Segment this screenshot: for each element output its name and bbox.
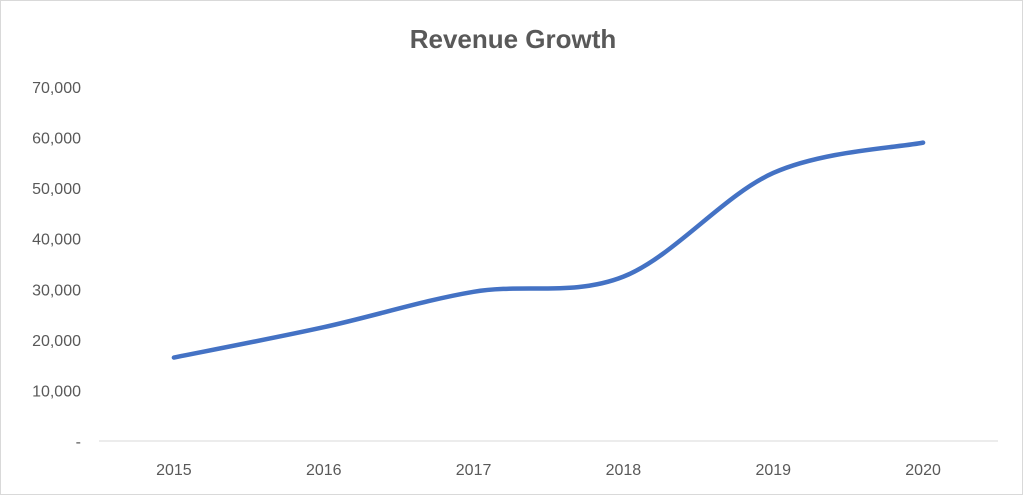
y-tick-label: - xyxy=(76,434,81,451)
y-tick-label: 20,000 xyxy=(32,333,81,350)
y-tick-label: 70,000 xyxy=(32,80,81,97)
x-tick-label: 2018 xyxy=(606,462,642,479)
y-tick-label: 50,000 xyxy=(32,181,81,198)
data-point xyxy=(771,171,775,175)
x-tick-label: 2020 xyxy=(905,462,941,479)
y-tick-label: 40,000 xyxy=(32,232,81,249)
revenue-line xyxy=(171,140,926,360)
data-point xyxy=(172,356,176,360)
chart-title: Revenue Growth xyxy=(410,24,617,54)
data-point xyxy=(472,290,476,294)
data-point xyxy=(322,325,326,329)
y-tick-label: 30,000 xyxy=(32,282,81,299)
data-point xyxy=(921,141,925,145)
x-tick-label: 2017 xyxy=(456,462,492,479)
y-tick-label: 60,000 xyxy=(32,131,81,148)
y-axis-tick-labels: - 10,000 20,000 30,000 40,000 50,000 60,000 70,… xyxy=(32,80,81,451)
data-point xyxy=(621,275,625,279)
x-axis-tick-labels: 2015 2016 2017 2018 2019 2020 xyxy=(156,462,941,479)
x-tick-label: 2019 xyxy=(755,462,791,479)
y-tick-label: 10,000 xyxy=(32,383,81,400)
x-tick-label: 2015 xyxy=(156,462,192,479)
series-group xyxy=(171,140,926,360)
x-tick-label: 2016 xyxy=(306,462,342,479)
